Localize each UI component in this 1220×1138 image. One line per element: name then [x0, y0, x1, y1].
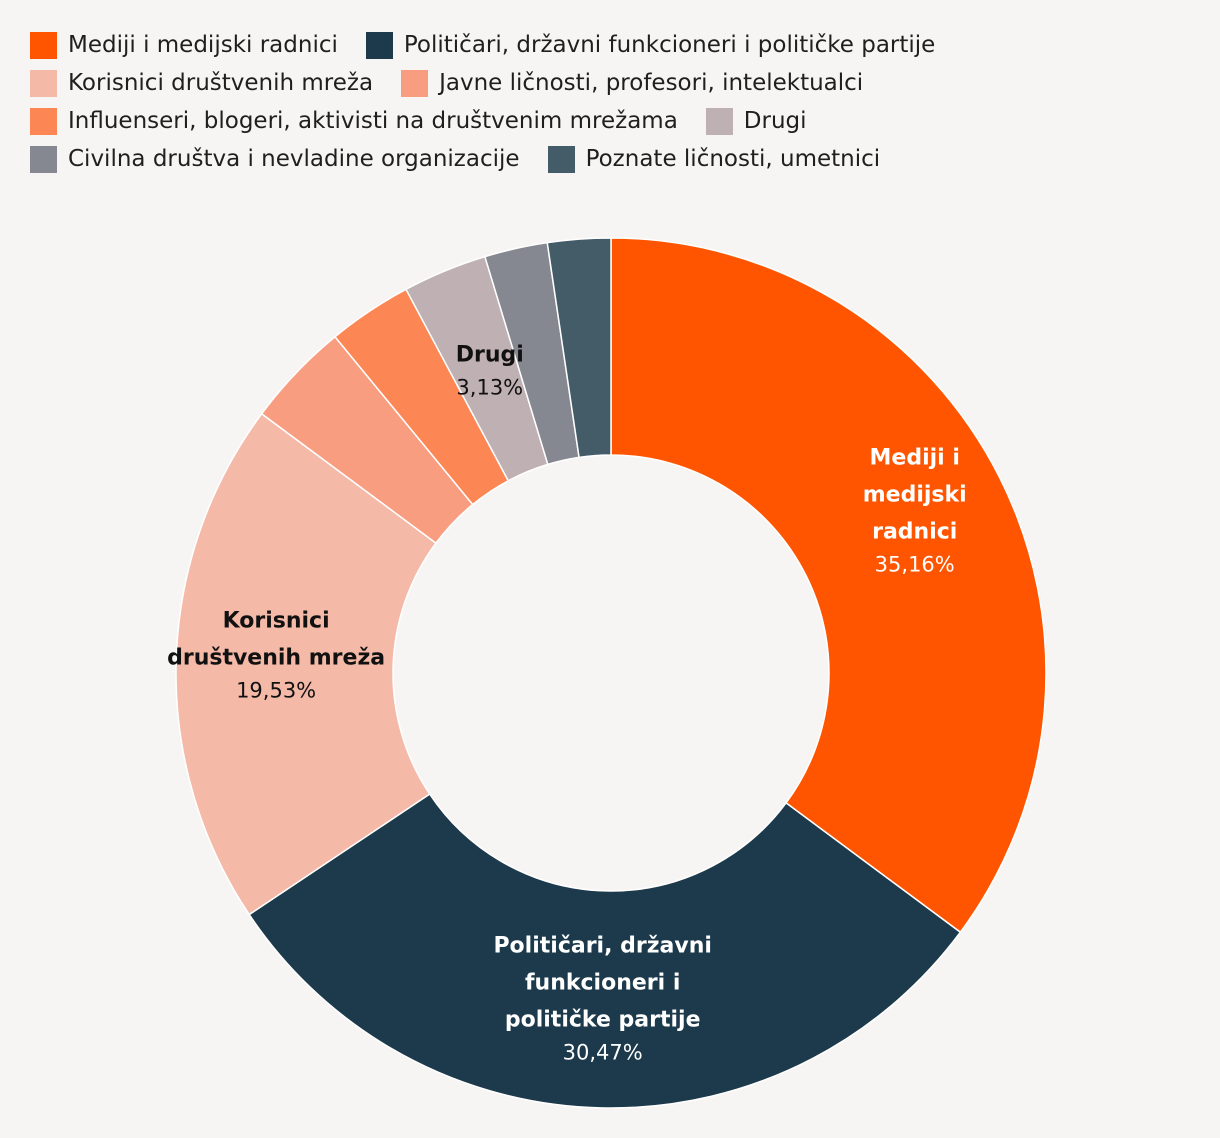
legend-swatch — [547, 145, 575, 173]
legend-swatch — [401, 69, 429, 97]
slice-label-name-line: radnici — [872, 520, 957, 545]
legend-row: Influenseri, blogeri, aktivisti na društ… — [30, 102, 1190, 140]
legend-item-korisnici-drustvenih-mreza: Korisnici društvenih mreža — [30, 69, 374, 97]
legend-label: Javne ličnosti, profesori, intelektualci — [439, 70, 864, 96]
legend-label: Korisnici društvenih mreža — [68, 70, 374, 96]
legend-swatch — [30, 145, 57, 173]
legend-item-mediji-i-medijski-radnici: Mediji i medijski radnici — [30, 31, 338, 59]
slice-poznate-licnosti-umetnici — [546, 237, 612, 459]
slice-label-drugi: Drugi 3,13% — [456, 343, 524, 400]
slice-label-name-line: funkcioneri i — [525, 970, 680, 995]
slice-label-mediji-i-medijski-radnici: Mediji i medijski radnici 35,16% — [863, 446, 967, 577]
slice-label-name-line: Mediji i — [870, 446, 960, 471]
slice-label-name-line: Političari, državni — [493, 933, 711, 958]
slice-label-value: 3,13% — [456, 376, 523, 400]
legend-swatch — [705, 107, 733, 135]
legend-swatch — [30, 69, 57, 97]
slice-politicari-drzavni-funkcioneri-i-politicke-partije — [248, 793, 962, 1109]
legend-label: Poznate ličnosti, umetnici — [585, 146, 881, 172]
slice-label-name-line: Korisnici — [223, 609, 330, 634]
legend-row: Korisnici društvenih mreža Javne ličnosti… — [30, 64, 1190, 102]
slice-label-name-line: medijski — [863, 483, 967, 508]
legend-label: Drugi — [743, 108, 807, 134]
slice-label-name-line: društvenih mreža — [167, 646, 385, 671]
slice-label-politicari-drzavni-funkcioneri-i-politicke-partije: Političari, državni funkcioneri i političk… — [493, 933, 711, 1064]
slice-mediji-i-medijski-radnici — [610, 237, 1047, 934]
slice-label-name-line: Drugi — [456, 343, 524, 368]
legend-item-politicari-drzavni-funkcioneri-i-politicke-partije: Političari, državni funkcioneri i politi… — [365, 31, 936, 59]
legend-label: Političari, državni funkcioneri i politi… — [403, 32, 936, 58]
legend-label: Mediji i medijski radnici — [68, 32, 338, 58]
slice-korisnici-drustvenih-mreza — [175, 412, 437, 916]
legend-label: Civilna društva i nevladine organizacije — [68, 146, 520, 172]
chart-legend: Mediji i medijski radnici Političari, drž… — [30, 26, 1190, 178]
slice-label-value: 30,47% — [563, 1040, 643, 1064]
legend-item-poznate-licnosti-umetnici: Poznate ličnosti, umetnici — [547, 145, 881, 173]
legend-item-drugi: Drugi — [705, 107, 807, 135]
legend-swatch — [365, 31, 393, 59]
slice-label-korisnici-drustvenih-mreza: Korisnici društvenih mreža 19,53% — [167, 609, 385, 703]
legend-row: Civilna društva i nevladine organizacije… — [30, 140, 1190, 178]
legend-item-influenseri-blogeri-aktivisti-na-drustvenim-mrezama: Influenseri, blogeri, aktivisti na društ… — [30, 107, 678, 135]
legend-item-javne-licnosti-profesori-intelektualci: Javne ličnosti, profesori, intelektualci — [401, 69, 864, 97]
slice-label-name-line: političke partije — [505, 1007, 701, 1032]
legend-label: Influenseri, blogeri, aktivisti na društ… — [68, 108, 678, 134]
slice-label-value: 19,53% — [236, 679, 316, 703]
slice-label-value: 35,16% — [875, 553, 955, 577]
legend-swatch — [30, 31, 57, 59]
legend-row: Mediji i medijski radnici Političari, drž… — [30, 26, 1190, 64]
legend-swatch — [30, 107, 57, 135]
legend-item-civilna-drustva-i-nevladine-organizacije: Civilna društva i nevladine organizacije — [30, 145, 520, 173]
